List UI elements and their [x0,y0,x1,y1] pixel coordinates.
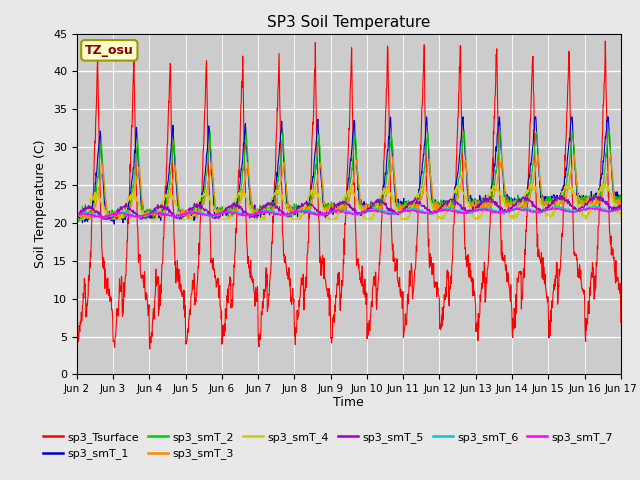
Title: SP3 Soil Temperature: SP3 Soil Temperature [267,15,431,30]
Y-axis label: Soil Temperature (C): Soil Temperature (C) [35,140,47,268]
Legend: sp3_Tsurface, sp3_smT_1, sp3_smT_2, sp3_smT_3, sp3_smT_4, sp3_smT_5, sp3_smT_6, : sp3_Tsurface, sp3_smT_1, sp3_smT_2, sp3_… [39,428,618,464]
Text: TZ_osu: TZ_osu [85,44,134,57]
X-axis label: Time: Time [333,396,364,408]
